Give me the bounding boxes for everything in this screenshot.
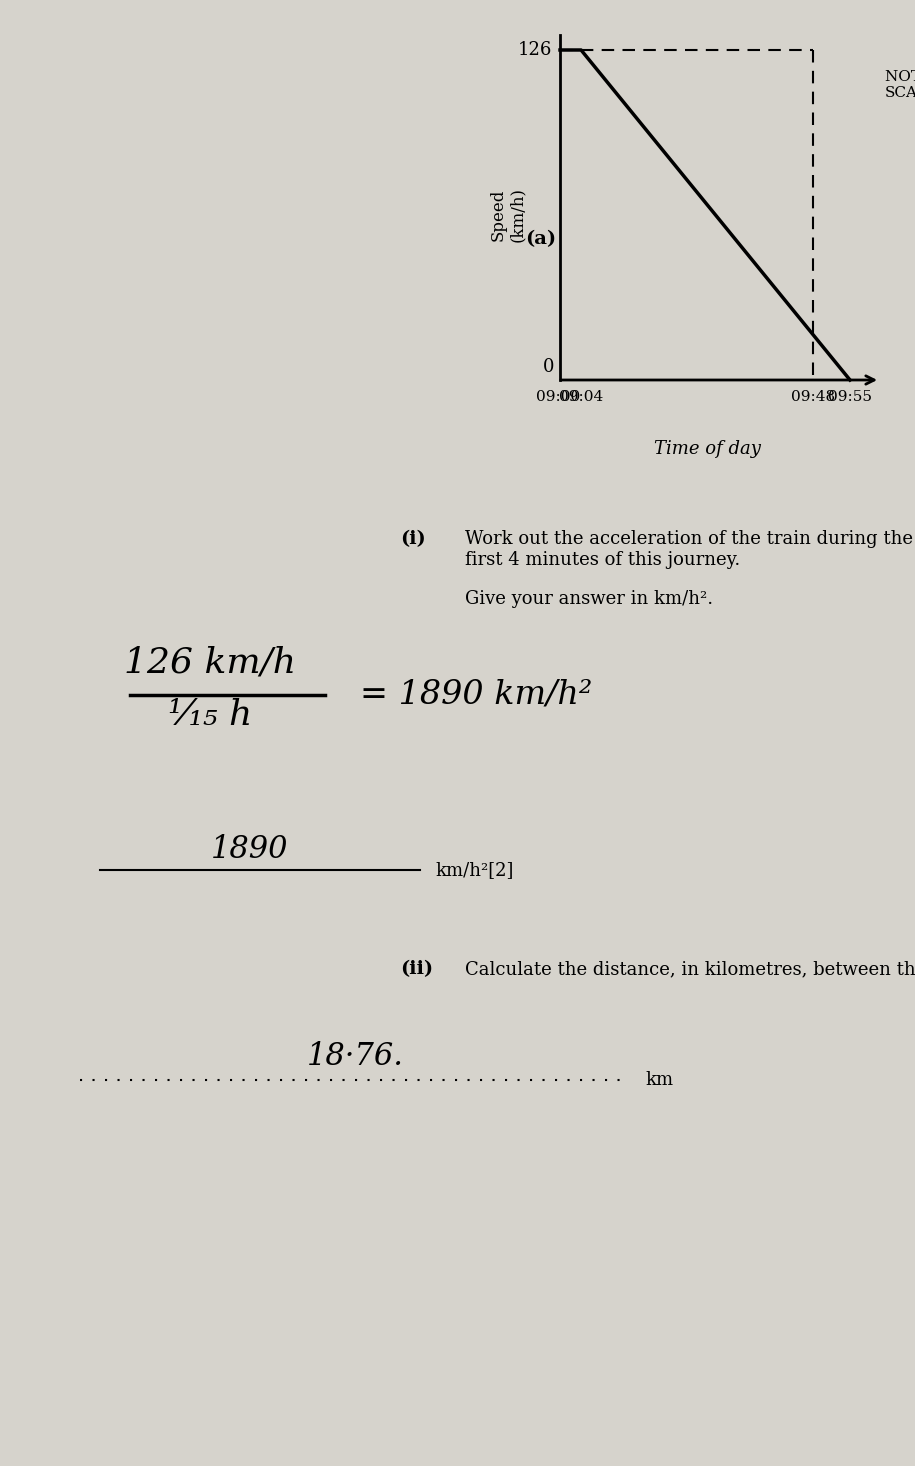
Text: km/h²[2]: km/h²[2] [435,861,513,880]
Text: 1890: 1890 [211,834,289,865]
Text: 09:55: 09:55 [828,390,872,405]
Text: (ii): (ii) [400,960,433,978]
Text: Speed
(km/h): Speed (km/h) [490,188,526,242]
Text: NOT TO
SCALE: NOT TO SCALE [885,70,915,100]
Text: (a): (a) [525,230,556,248]
Text: 09:00: 09:00 [536,390,580,405]
Text: 18·76.: 18·76. [307,1041,404,1072]
Text: 126: 126 [518,41,552,59]
Text: 126 km/h: 126 km/h [124,647,296,680]
Text: 09:48: 09:48 [791,390,835,405]
Text: (i): (i) [400,531,425,548]
Text: 09:04: 09:04 [559,390,603,405]
Text: = 1890 km/h²: = 1890 km/h² [360,679,592,711]
Text: Give your answer in km/h².: Give your answer in km/h². [465,589,713,608]
Text: Calculate the distance, in kilometres, between the two stations.: Calculate the distance, in kilometres, b… [465,960,915,978]
Text: Time of day: Time of day [654,440,761,457]
Text: 0: 0 [543,358,554,375]
Text: Work out the acceleration of the train during the first 4 minutes of this journe: Work out the acceleration of the train d… [465,531,913,569]
Text: ¹⁄₁₅ h: ¹⁄₁₅ h [167,698,253,732]
Text: km: km [645,1072,673,1089]
